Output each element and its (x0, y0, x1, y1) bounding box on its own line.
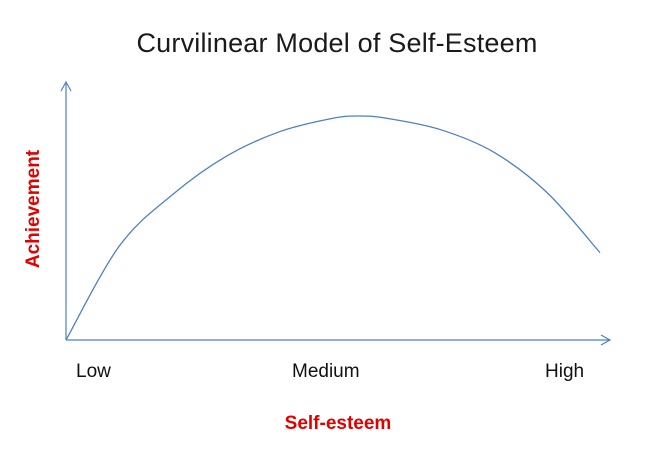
series-line-achievement-curve (65, 115, 601, 341)
x-tick-medium: Medium (292, 361, 360, 382)
x-axis-label: Self-esteem (284, 413, 392, 434)
x-tick-low: Low (76, 361, 111, 382)
chart-title: Curvilinear Model of Self-Esteem (136, 28, 538, 58)
x-tick-high: High (545, 361, 585, 382)
y-axis-label: Achievement (23, 149, 44, 269)
y-axis-arrow-icon (60, 80, 72, 92)
x-axis-arrow-icon (600, 334, 612, 346)
